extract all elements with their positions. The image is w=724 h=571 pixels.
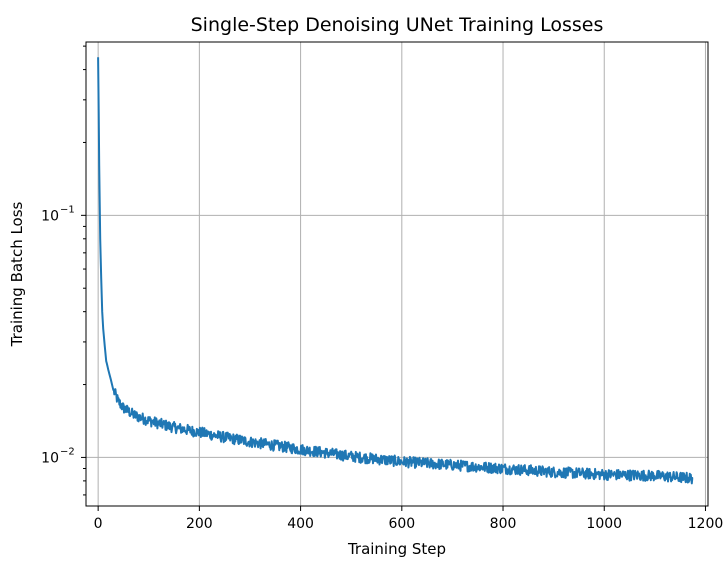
x-tick-label: 1000 (586, 516, 622, 532)
grid-lines (86, 42, 708, 506)
y-axis-ticks: 10−210−1 (41, 45, 86, 496)
x-tick-label: 0 (94, 516, 103, 532)
chart-title: Single-Step Denoising UNet Training Loss… (191, 14, 604, 36)
x-tick-label: 200 (186, 516, 213, 532)
x-axis-ticks: 0 200 400 600 800 1000 1200 (94, 506, 724, 532)
y-tick-label-exponent: −2 (60, 446, 75, 457)
x-tick-label: 400 (287, 516, 314, 532)
series-layer (97, 57, 694, 485)
y-axis-label: Training Batch Loss (8, 201, 26, 347)
x-tick-label: 600 (388, 516, 415, 532)
y-tick-label-exponent: −1 (60, 204, 75, 215)
x-axis-label: Training Step (347, 540, 446, 558)
x-tick-label: 800 (490, 516, 517, 532)
x-tick-label: 1200 (688, 516, 724, 532)
loss-series-line (97, 57, 694, 485)
y-tick-label-base: 10 (41, 450, 59, 466)
y-tick-label-base: 10 (41, 208, 59, 224)
plot-frame (85, 41, 709, 507)
